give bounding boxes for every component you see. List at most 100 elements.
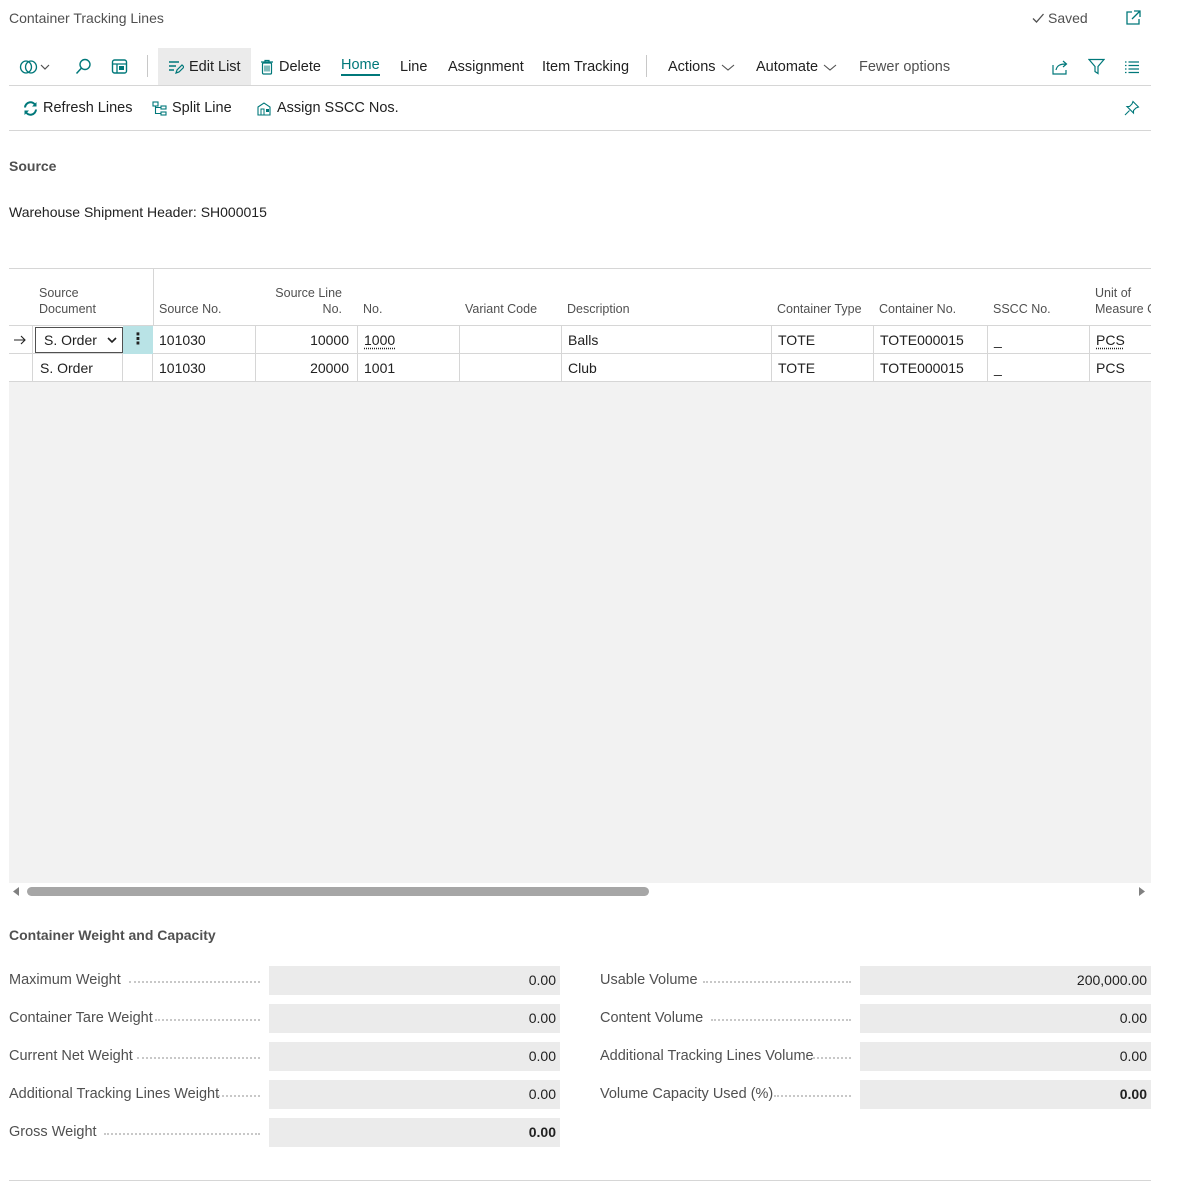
pin-icon — [1124, 100, 1140, 116]
col-variant-code[interactable]: Variant Code — [465, 302, 538, 316]
share-button[interactable] — [1051, 48, 1069, 85]
refresh-icon — [24, 100, 37, 116]
page-title: Container Tracking Lines — [9, 10, 164, 26]
automate-menu[interactable]: Automate — [756, 48, 837, 85]
scroll-right-icon[interactable] — [1138, 887, 1146, 896]
tab-assignment[interactable]: Assignment — [448, 58, 524, 75]
table-row[interactable]: S. Order 101030 20000 1001 Club TOTE TOT… — [9, 354, 1151, 382]
cell-description[interactable]: Club — [562, 354, 772, 382]
cell-source-line-no[interactable]: 10000 — [256, 326, 358, 354]
split-line-button[interactable]: Split Line — [152, 100, 232, 116]
horizontal-scrollbar[interactable] — [9, 883, 1151, 899]
cell-description[interactable]: Balls — [562, 326, 772, 354]
search-button[interactable] — [75, 48, 92, 85]
content-volume-label: Content Volume — [600, 1010, 704, 1026]
col-container-no[interactable]: Container No. — [879, 302, 957, 316]
col-no[interactable]: No. — [363, 302, 383, 316]
saved-status: Saved — [1031, 10, 1088, 26]
navigation-menu-button[interactable] — [19, 48, 53, 85]
col-unit-of-measure[interactable]: Unit of Measure C — [1095, 286, 1151, 316]
cell-no[interactable]: 1001 — [358, 354, 460, 382]
col-description[interactable]: Description — [567, 302, 630, 316]
col-source-document[interactable]: Source Document — [39, 286, 96, 316]
source-document-select[interactable]: S. Order — [35, 327, 123, 353]
tab-line[interactable]: Line — [400, 58, 428, 75]
content-volume-value: 0.00 — [860, 1004, 1151, 1033]
split-line-label: Split Line — [172, 100, 232, 116]
additional-weight-label: Additional Tracking Lines Weight — [9, 1086, 220, 1102]
filter-icon — [1088, 58, 1105, 75]
actions-menu[interactable]: Actions — [668, 48, 735, 85]
table-row[interactable]: S. Order ⋮ 101030 10000 1000 Balls TOTE … — [9, 326, 1151, 354]
col-container-type[interactable]: Container Type — [777, 302, 862, 316]
col-source-line-no[interactable]: Source Line No. — [275, 286, 342, 316]
tab-item-tracking[interactable]: Item Tracking — [542, 58, 630, 75]
assign-icon — [257, 101, 271, 116]
cell-container-no[interactable]: TOTE000015 — [874, 326, 988, 354]
cell-source-no[interactable]: 101030 — [153, 354, 256, 382]
volume-used-label: Volume Capacity Used (%) — [600, 1086, 774, 1102]
cell-source-line-no[interactable]: 20000 — [256, 354, 358, 382]
refresh-lines-button[interactable]: Refresh Lines — [23, 100, 132, 116]
usable-volume-label: Usable Volume — [600, 972, 698, 988]
chevron-down-icon — [721, 64, 734, 71]
scroll-left-icon[interactable] — [12, 887, 20, 896]
divider — [9, 1180, 1151, 1181]
cell-container-no[interactable]: TOTE000015 — [874, 354, 988, 382]
cell-sscc-no[interactable]: _ — [988, 354, 1090, 382]
analysis-view-button[interactable] — [111, 48, 128, 85]
additional-weight-value: 0.00 — [269, 1080, 560, 1109]
pin-action-bar-button[interactable] — [1124, 100, 1140, 116]
volume-used-value: 0.00 — [860, 1080, 1151, 1109]
assign-sscc-label: Assign SSCC Nos. — [277, 100, 399, 116]
capacity-section-title: Container Weight and Capacity — [9, 927, 216, 943]
gross-weight-value: 0.00 — [269, 1118, 560, 1147]
max-weight-value: 0.00 — [269, 966, 560, 995]
tare-weight-value: 0.00 — [269, 1004, 560, 1033]
cell-no[interactable]: 1000 — [358, 326, 460, 354]
tare-weight-label: Container Tare Weight — [9, 1010, 153, 1026]
delete-button[interactable]: Delete — [260, 48, 321, 85]
delete-label: Delete — [279, 58, 321, 75]
cell-container-type[interactable]: TOTE — [772, 326, 874, 354]
split-icon — [152, 100, 167, 116]
table-view-icon — [111, 59, 128, 74]
source-section-title: Source — [9, 158, 57, 174]
additional-volume-label: Additional Tracking Lines Volume — [600, 1048, 814, 1064]
trash-icon — [261, 59, 273, 75]
check-icon — [1032, 13, 1044, 23]
cell-unit-of-measure[interactable]: PCS — [1096, 360, 1125, 376]
row-actions-menu-icon[interactable]: ⋮ — [123, 326, 153, 354]
net-weight-label: Current Net Weight — [9, 1048, 133, 1064]
row-indicator-arrow-icon — [9, 326, 33, 354]
tracking-lines-grid: Source Document Source No. Source Line N… — [9, 268, 1151, 899]
cell-source-no[interactable]: 101030 — [153, 326, 256, 354]
saved-label: Saved — [1048, 10, 1088, 26]
edit-list-icon — [169, 60, 184, 74]
assign-sscc-button[interactable]: Assign SSCC Nos. — [257, 100, 399, 116]
list-view-button[interactable] — [1124, 48, 1140, 85]
col-sscc-no[interactable]: SSCC No. — [993, 302, 1051, 316]
additional-volume-value: 0.00 — [860, 1042, 1151, 1071]
cell-unit-of-measure[interactable]: PCS — [1096, 332, 1125, 348]
gross-weight-label: Gross Weight — [9, 1124, 97, 1140]
edit-list-button[interactable]: Edit List — [158, 48, 251, 85]
col-source-no[interactable]: Source No. — [159, 302, 222, 316]
filter-button[interactable] — [1088, 48, 1105, 85]
cell-source-document[interactable]: S. Order — [33, 354, 123, 382]
chevron-down-icon — [823, 64, 837, 71]
promoted-action-bar: Refresh Lines Split Line Assign SSCC Nos… — [9, 88, 1151, 131]
refresh-lines-label: Refresh Lines — [43, 100, 133, 116]
scrollbar-thumb[interactable] — [27, 887, 649, 896]
tab-home[interactable]: Home — [341, 48, 380, 85]
cell-variant-code[interactable] — [460, 326, 562, 354]
cell-sscc-no[interactable]: _ — [988, 326, 1090, 354]
open-new-window-icon[interactable] — [1124, 9, 1142, 27]
cell-container-type[interactable]: TOTE — [772, 354, 874, 382]
fewer-options-button[interactable]: Fewer options — [859, 58, 951, 75]
cell-variant-code[interactable] — [460, 354, 562, 382]
search-icon — [75, 58, 91, 75]
page-menu-icon — [19, 59, 50, 74]
source-document-text: Warehouse Shipment Header: SH000015 — [9, 204, 267, 220]
max-weight-label: Maximum Weight — [9, 972, 121, 988]
